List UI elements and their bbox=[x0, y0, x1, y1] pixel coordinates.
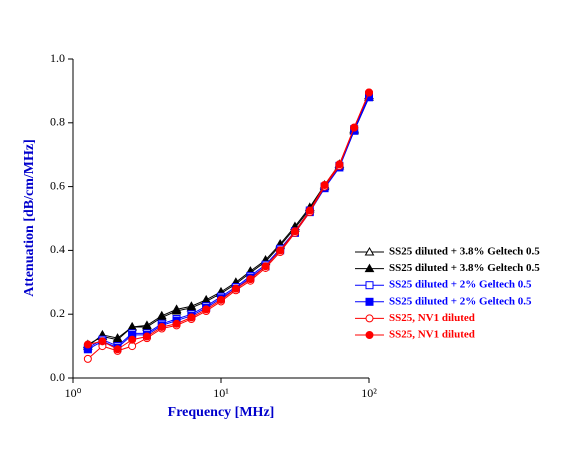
data-point bbox=[217, 295, 225, 304]
data-point bbox=[83, 340, 92, 349]
legend-marker bbox=[365, 297, 374, 306]
data-point bbox=[157, 322, 166, 331]
legend-label: SS25, NV1 diluted bbox=[389, 312, 475, 324]
data-point bbox=[246, 275, 255, 284]
y-tick-label: 0.6 bbox=[50, 178, 65, 192]
data-point bbox=[142, 332, 151, 341]
data-point bbox=[187, 313, 196, 322]
data-point bbox=[83, 354, 92, 363]
x-tick-label: 10¹ bbox=[213, 386, 229, 400]
data-point bbox=[365, 88, 373, 97]
x-tick-label: 10⁰ bbox=[65, 386, 82, 400]
data-point bbox=[261, 262, 270, 271]
data-point bbox=[290, 227, 299, 236]
legend-label: SS25 diluted + 3.8% Geltech 0.5 bbox=[389, 246, 540, 258]
legend-marker bbox=[365, 281, 374, 290]
x-axis-label: Frequency [MHz] bbox=[168, 405, 275, 420]
data-point bbox=[320, 181, 329, 190]
legend-label: SS25, NV1 diluted bbox=[389, 329, 475, 341]
series-line bbox=[87, 97, 370, 350]
legend-marker bbox=[365, 314, 374, 323]
data-point bbox=[172, 319, 181, 328]
y-tick-label: 0.4 bbox=[50, 242, 65, 256]
series-line bbox=[87, 92, 370, 350]
data-point bbox=[128, 335, 137, 344]
data-point bbox=[171, 306, 182, 315]
data-point bbox=[113, 345, 122, 354]
data-point bbox=[202, 305, 211, 314]
data-point bbox=[276, 246, 285, 255]
y-tick-label: 1.0 bbox=[50, 51, 65, 65]
data-point bbox=[305, 206, 314, 215]
legend-marker bbox=[364, 246, 375, 256]
series-line bbox=[87, 95, 370, 349]
x-tick-label: 10² bbox=[361, 386, 377, 400]
series-line bbox=[87, 95, 370, 347]
y-tick-label: 0.0 bbox=[50, 370, 65, 384]
legend-marker bbox=[364, 263, 375, 273]
y-tick-label: 0.2 bbox=[50, 306, 65, 320]
legend-label: SS25 diluted + 2% Geltech 0.5 bbox=[389, 295, 532, 307]
y-axis-label: Attenuation [dB/cm/MHz] bbox=[22, 139, 37, 296]
y-tick-label: 0.8 bbox=[50, 115, 65, 129]
legend-marker bbox=[365, 331, 374, 339]
data-point bbox=[98, 337, 107, 346]
legend-label: SS25 diluted + 3.8% Geltech 0.5 bbox=[389, 262, 540, 274]
series-line bbox=[87, 97, 370, 345]
data-point bbox=[350, 123, 359, 132]
data-point bbox=[335, 160, 344, 169]
series-line bbox=[87, 92, 370, 360]
data-point bbox=[231, 284, 240, 293]
legend-label: SS25 diluted + 2% Geltech 0.5 bbox=[389, 279, 532, 291]
